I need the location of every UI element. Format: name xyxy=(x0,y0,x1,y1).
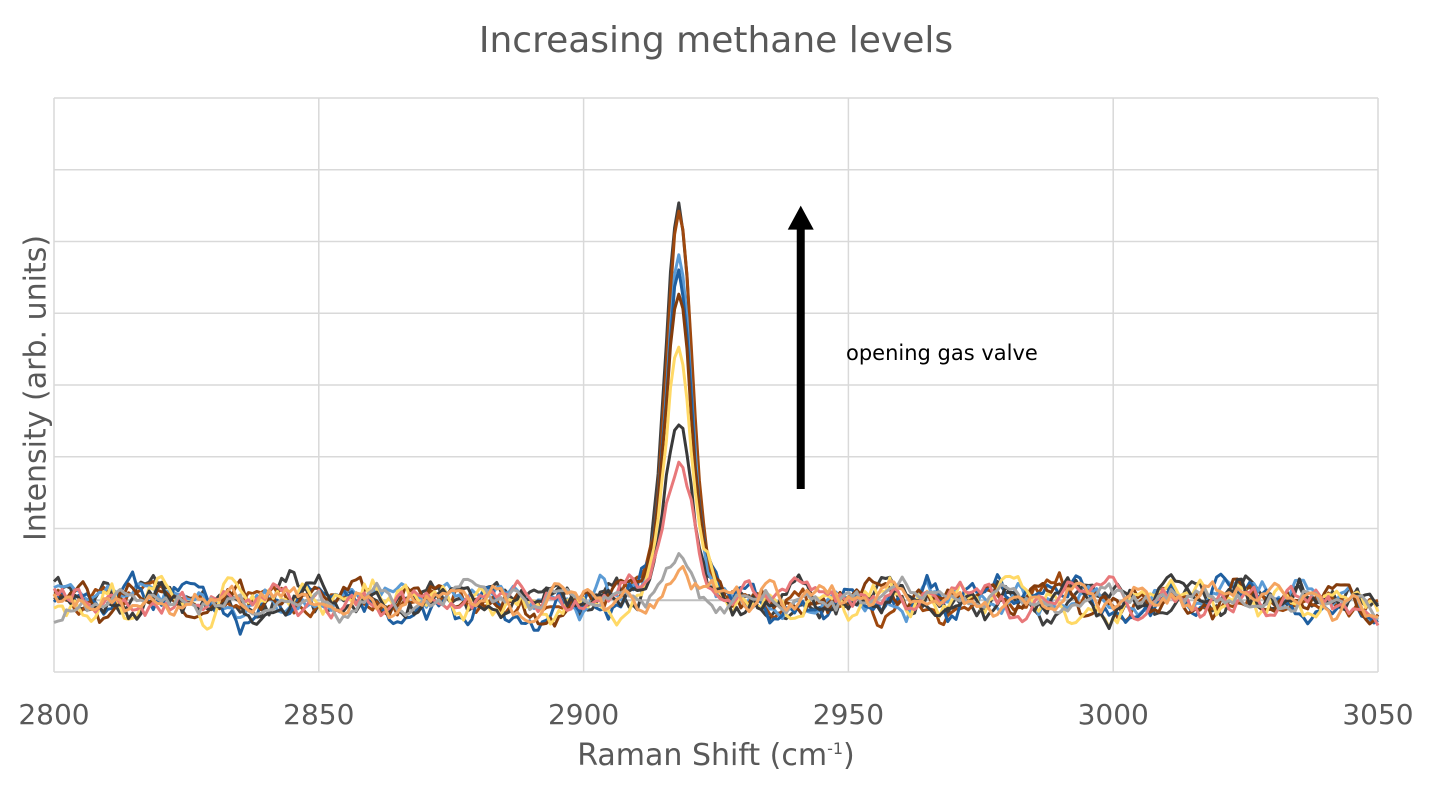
x-tick-label: 2950 xyxy=(813,698,884,731)
chart-title: Increasing methane levels xyxy=(478,20,954,61)
series-group xyxy=(52,201,1380,636)
x-tick-label: 3000 xyxy=(1078,698,1149,731)
x-tick-label: 2900 xyxy=(548,698,619,731)
x-tick-labels: 2800 2850 2900 2950 3000 3050 xyxy=(18,698,1413,731)
series-line xyxy=(53,345,1380,631)
series-line xyxy=(52,209,1379,629)
x-axis-label-suffix: ) xyxy=(843,738,855,773)
x-axis-label-text: Raman Shift (cm xyxy=(577,738,828,773)
x-axis-label: Raman Shift (cm-1) xyxy=(0,738,1432,773)
arrow-head xyxy=(787,205,814,230)
series-line xyxy=(53,292,1380,628)
annotation-text: opening gas valve xyxy=(846,341,1038,365)
x-axis-label-superscript: -1 xyxy=(827,739,844,758)
x-tick-label: 3050 xyxy=(1342,698,1413,731)
series-line xyxy=(52,201,1379,627)
annotation-arrow xyxy=(787,205,814,490)
series-line xyxy=(53,552,1380,624)
series-line xyxy=(53,253,1379,624)
y-axis-label: Intensity (arb. units) xyxy=(18,234,54,542)
x-tick-label: 2850 xyxy=(283,698,354,731)
x-tick-label: 2800 xyxy=(18,698,89,731)
series-line xyxy=(52,565,1379,624)
